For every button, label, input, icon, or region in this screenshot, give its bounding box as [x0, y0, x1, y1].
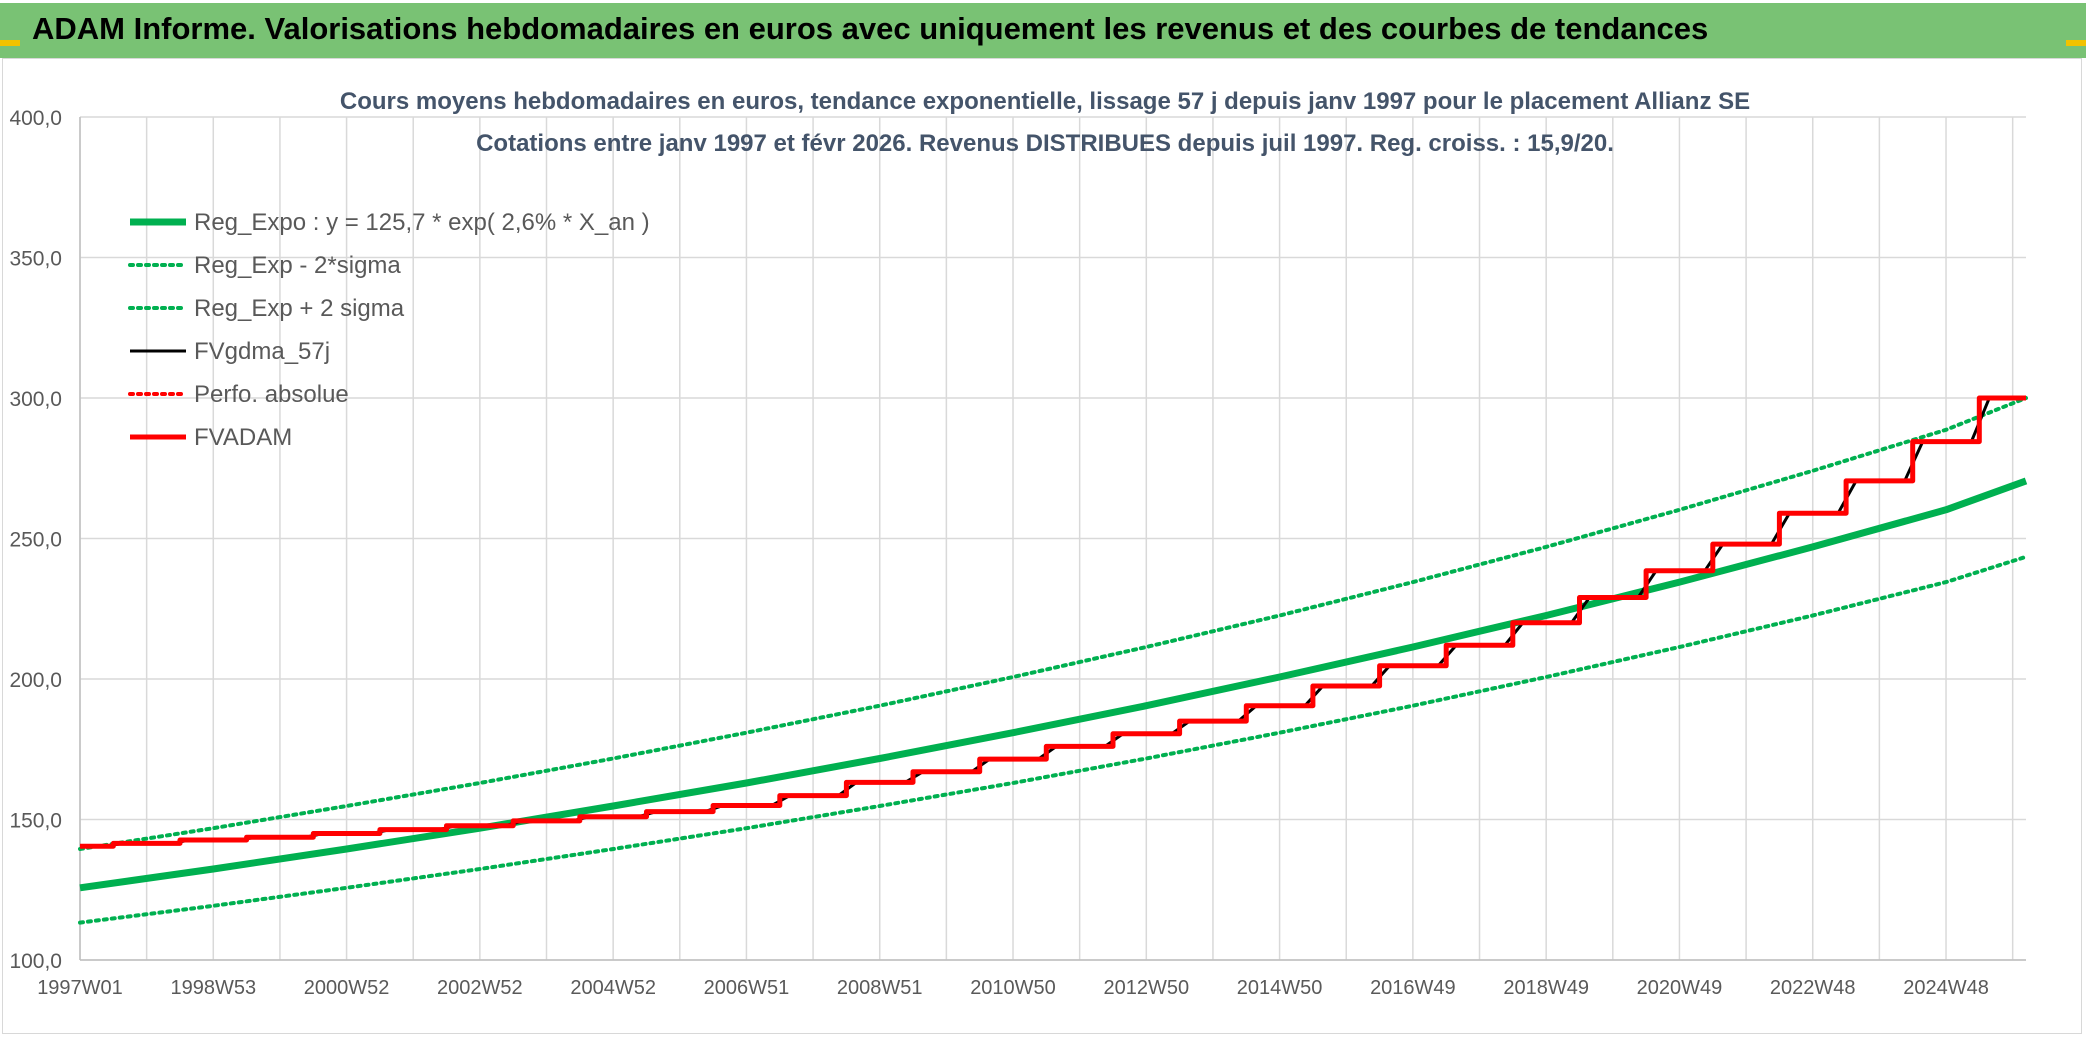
report-title: ADAM Informe. Valorisations hebdomadaire… [32, 11, 1709, 46]
legend-label: Reg_Exp - 2*sigma [194, 252, 401, 279]
legend-label: FVADAM [194, 424, 292, 451]
axis-layer: 100,0 150,0 200,0 250,0 300,0 350,0 400,0 1997W… [9, 107, 2026, 999]
y-tick-label: 300,0 [9, 388, 62, 411]
x-tick-label: 2020W49 [1637, 977, 1723, 999]
x-tick-label: 2022W48 [1770, 977, 1856, 999]
series-line-fvgdma [80, 396, 2026, 848]
y-tick-label: 350,0 [9, 248, 62, 271]
legend-label: Reg_Expo : y = 125,7 * exp( 2,6% * X_an … [194, 209, 650, 236]
x-tick-label: 2000W52 [304, 977, 390, 999]
y-tick-label: 100,0 [9, 950, 62, 973]
y-tick-label: 150,0 [9, 810, 62, 833]
legend: Reg_Expo : y = 125,7 * exp( 2,6% * X_an … [128, 209, 650, 451]
x-tick-label: 1997W01 [37, 977, 123, 999]
x-tick-label: 2004W52 [570, 977, 656, 999]
chart-title-line2: Cotations entre janv 1997 et févr 2026. … [476, 130, 1614, 157]
series-line-fvadam [80, 395, 2026, 849]
legend-label: FVgdma_57j [194, 338, 330, 365]
series-line [78, 554, 2028, 925]
y-tick-label: 250,0 [9, 529, 62, 552]
x-tick-label: 2024W48 [1903, 977, 1989, 999]
corner-marker-left [0, 40, 20, 46]
x-tick-label: 2016W49 [1370, 977, 1456, 999]
y-tick-label: 200,0 [9, 669, 62, 692]
x-tick-label: 2018W49 [1503, 977, 1589, 999]
x-tick-label: 2006W51 [704, 977, 790, 999]
x-tick-label: 2010W50 [970, 977, 1056, 999]
x-tick-label: 1998W53 [170, 977, 256, 999]
chart-title-line1: Cours moyens hebdomadaires en euros, ten… [340, 88, 1750, 115]
legend-label: Reg_Exp + 2 sigma [194, 295, 405, 322]
x-tick-label: 2012W50 [1103, 977, 1189, 999]
series-line [78, 396, 2028, 851]
y-tick-label: 400,0 [9, 107, 62, 130]
corner-marker-right [2066, 40, 2086, 46]
series-layer [78, 395, 2028, 925]
x-tick-label: 2002W52 [437, 977, 523, 999]
grid-layer [79, 116, 2026, 961]
x-tick-label: 2008W51 [837, 977, 923, 999]
x-tick-label: 2014W50 [1237, 977, 1323, 999]
legend-label: Perfo. absolue [194, 381, 349, 408]
header-bar: ADAM Informe. Valorisations hebdomadaire… [0, 0, 2086, 58]
series-line [79, 477, 2028, 892]
